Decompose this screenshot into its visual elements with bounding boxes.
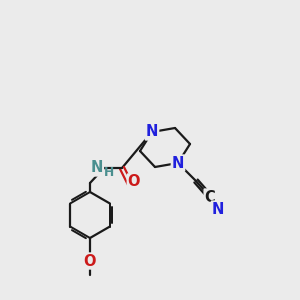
Text: N: N [172,155,184,170]
Text: N: N [212,202,224,217]
Text: O: O [84,254,96,268]
Text: H: H [104,166,114,178]
Text: C: C [205,190,215,205]
Text: N: N [146,124,158,140]
Text: N: N [91,160,103,175]
Text: O: O [128,175,140,190]
